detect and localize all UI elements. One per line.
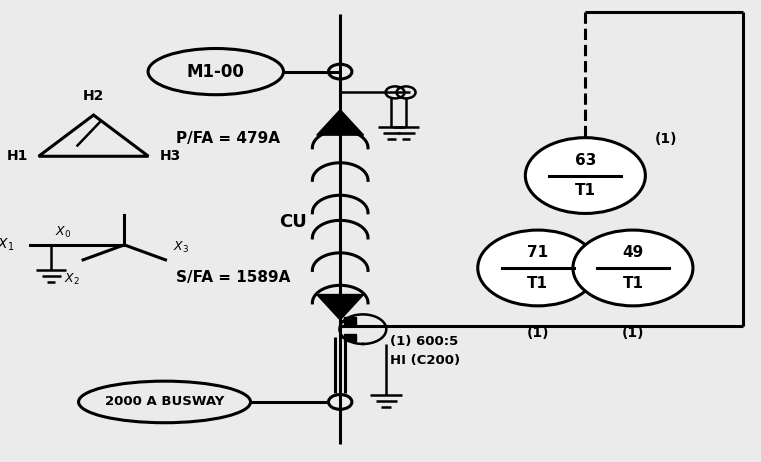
Text: S/FA = 1589A: S/FA = 1589A [176,270,290,285]
Text: (1): (1) [622,326,644,340]
Text: M1-00: M1-00 [187,63,245,80]
Circle shape [573,230,693,306]
Text: 2000 A BUSWAY: 2000 A BUSWAY [105,395,224,408]
Bar [344,317,355,325]
Text: $X_0$: $X_0$ [55,225,71,240]
Polygon shape [317,110,364,135]
Text: HI (C200): HI (C200) [390,354,460,367]
Text: $X_1$: $X_1$ [0,237,14,253]
Text: H1: H1 [6,149,27,163]
Text: (1): (1) [655,132,677,146]
Text: $X_3$: $X_3$ [173,240,189,255]
Text: T1: T1 [575,183,596,198]
Polygon shape [317,295,364,320]
Bar [344,334,355,341]
Circle shape [478,230,598,306]
Text: (1): (1) [527,326,549,340]
Text: 49: 49 [622,245,644,260]
Text: 63: 63 [575,153,596,168]
Circle shape [525,138,645,213]
Text: T1: T1 [622,276,643,291]
Text: (1) 600:5: (1) 600:5 [390,335,458,348]
Text: $X_2$: $X_2$ [64,272,79,286]
Text: 71: 71 [527,245,549,260]
Text: P/FA = 479A: P/FA = 479A [176,131,279,146]
Text: H3: H3 [159,149,180,163]
Text: T1: T1 [527,276,548,291]
Text: CU: CU [279,213,307,231]
Text: H2: H2 [83,90,104,103]
